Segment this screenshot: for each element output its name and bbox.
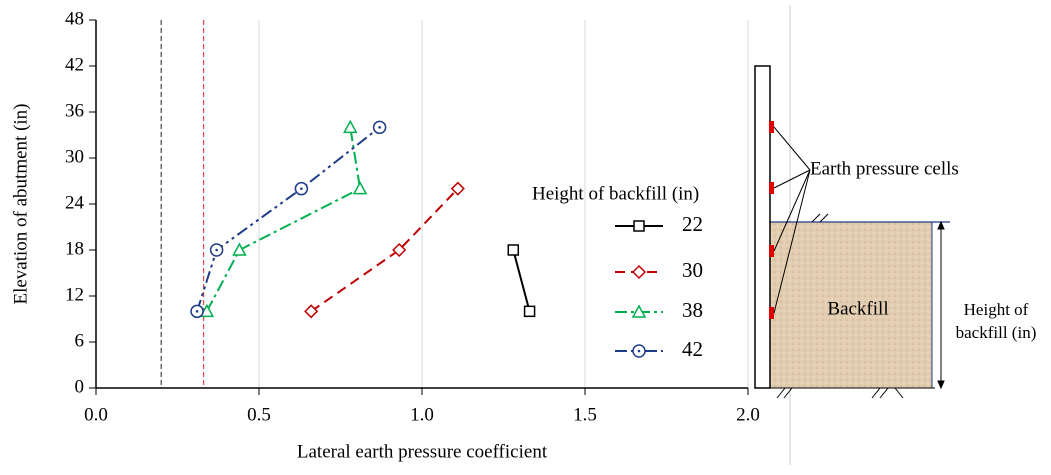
y-axis-label: Elevation of abutment (in) (10, 103, 31, 304)
pressure-cells (769, 121, 774, 319)
x-tick-label: 2.0 (736, 404, 760, 425)
marker-dot (195, 310, 199, 313)
y-tick-label: 6 (75, 330, 85, 351)
marker (199, 303, 215, 318)
marker (633, 220, 645, 232)
marker (523, 305, 536, 318)
marker (304, 304, 319, 319)
x-tick-label: 1.0 (410, 404, 434, 425)
y-tick-label: 24 (65, 192, 85, 213)
legend-label: 42 (682, 337, 703, 361)
height-label: backfill (in) (956, 323, 1037, 342)
marker (450, 181, 465, 196)
x-tick-label: 0.5 (247, 404, 271, 425)
series-line (196, 126, 381, 312)
x-axis-label: Lateral earth pressure coefficient (297, 441, 548, 462)
marker (631, 264, 647, 280)
x-tick-label: 0.0 (84, 404, 108, 425)
marker (352, 181, 368, 195)
legend-title: Height of backfill (in) (532, 183, 699, 204)
y-tick-label: 36 (65, 100, 84, 121)
legend-label: 30 (682, 258, 703, 282)
abutment-wall (754, 65, 771, 389)
marker-dot (300, 187, 303, 190)
y-tick-label: 30 (65, 146, 84, 167)
marker (232, 242, 247, 256)
y-tick-label: 12 (65, 284, 84, 305)
legend-label: 22 (682, 212, 703, 236)
backfill (770, 222, 932, 388)
y-tick-label: 42 (65, 54, 84, 75)
marker (343, 119, 358, 134)
legend-label: 38 (682, 298, 703, 322)
marker-dot (378, 126, 381, 129)
x-tick-label: 1.5 (573, 404, 597, 425)
series-line (205, 127, 362, 312)
series-line (310, 187, 459, 313)
cells-label: Earth pressure cells (810, 158, 959, 179)
y-tick-label: 18 (65, 238, 84, 259)
height-arrow (937, 220, 945, 390)
marker-dot (215, 248, 218, 252)
marker (507, 244, 520, 256)
y-tick-label: 48 (65, 8, 84, 29)
backfill-label: Backfill (827, 298, 888, 319)
hatch (776, 213, 904, 399)
y-tick-label: 0 (75, 376, 85, 397)
marker (392, 242, 407, 258)
marker-dot (637, 349, 641, 353)
cell-leaders (773, 126, 811, 314)
height-label: Height of (964, 300, 1029, 319)
marker (631, 304, 647, 318)
series-line (512, 249, 531, 312)
